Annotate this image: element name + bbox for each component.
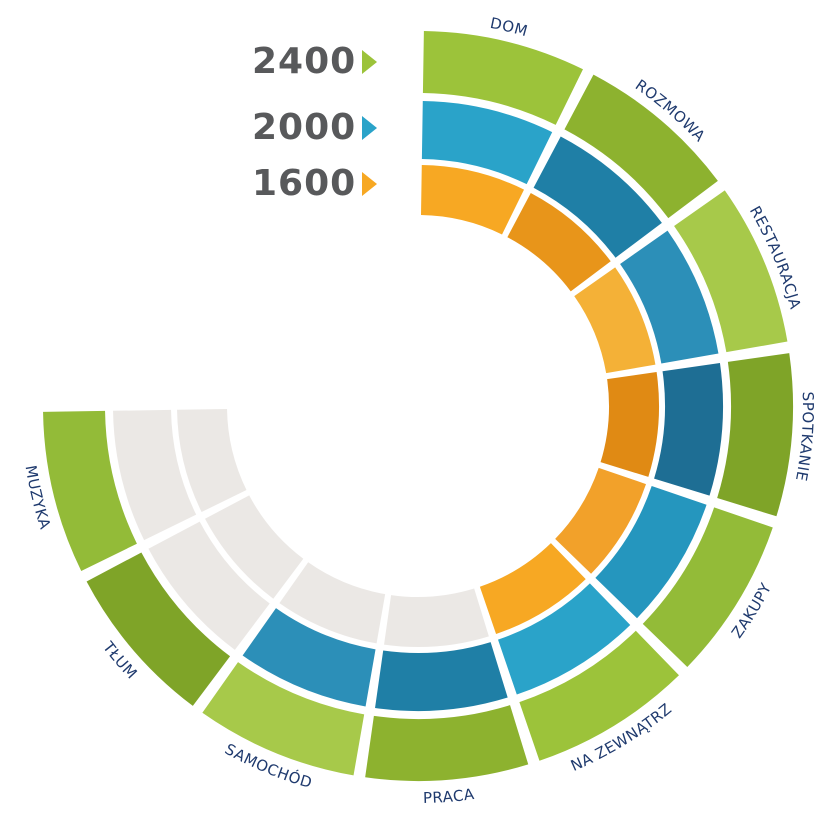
segment-tłum-blue bbox=[148, 521, 270, 650]
segment-na-zewnątrz-green bbox=[519, 630, 679, 761]
segment-samochód-green bbox=[202, 662, 365, 776]
segment-dom-orange bbox=[421, 165, 525, 235]
legend-arrow-orange-icon bbox=[362, 172, 377, 196]
legend-item-2400: 2400 bbox=[252, 42, 392, 82]
category-label-spotkanie: SPOTKANIE bbox=[792, 391, 817, 482]
segment-praca-orange bbox=[384, 588, 489, 647]
segment-samochód-orange bbox=[279, 562, 386, 644]
category-label-praca: PRACA bbox=[423, 785, 476, 807]
segment-samochód-blue bbox=[242, 608, 376, 707]
legend-arrow-blue-icon bbox=[362, 116, 377, 140]
segment-dom-blue bbox=[421, 101, 553, 185]
segment-restauracja-blue bbox=[620, 230, 719, 364]
segment-na-zewnątrz-blue bbox=[498, 583, 631, 695]
segment-tłum-green bbox=[86, 552, 231, 706]
segment-muzyka-orange bbox=[177, 409, 247, 513]
segment-muzyka-green bbox=[43, 410, 137, 571]
legend-value-2000: 2000 bbox=[252, 107, 357, 148]
segment-na-zewnątrz-orange bbox=[479, 543, 586, 635]
legend-item-2000: 2000 bbox=[252, 108, 392, 148]
segment-rozmowa-blue bbox=[533, 136, 662, 258]
ring-segments bbox=[43, 31, 793, 781]
segment-dom-green bbox=[422, 31, 583, 125]
segment-spotkanie-green bbox=[717, 353, 793, 517]
category-label-dom: DOM bbox=[489, 14, 530, 40]
segment-restauracja-orange bbox=[574, 267, 656, 374]
segment-spotkanie-blue bbox=[654, 363, 723, 496]
segment-tłum-orange bbox=[205, 495, 304, 599]
segment-muzyka-blue bbox=[113, 409, 197, 541]
segment-spotkanie-orange bbox=[600, 372, 660, 477]
segment-zakupy-green bbox=[642, 507, 773, 667]
segment-praca-green bbox=[365, 705, 529, 781]
segment-restauracja-green bbox=[674, 190, 788, 353]
segment-zakupy-orange bbox=[555, 467, 647, 574]
legend-item-1600: 1600 bbox=[252, 164, 392, 204]
legend-arrow-green-icon bbox=[362, 50, 377, 74]
segment-rozmowa-orange bbox=[507, 193, 611, 292]
segment-praca-blue bbox=[375, 642, 508, 711]
segment-rozmowa-green bbox=[564, 74, 718, 219]
legend-value-2400: 2400 bbox=[252, 41, 357, 82]
segment-zakupy-blue bbox=[595, 486, 707, 619]
legend-value-1600: 1600 bbox=[252, 163, 357, 204]
